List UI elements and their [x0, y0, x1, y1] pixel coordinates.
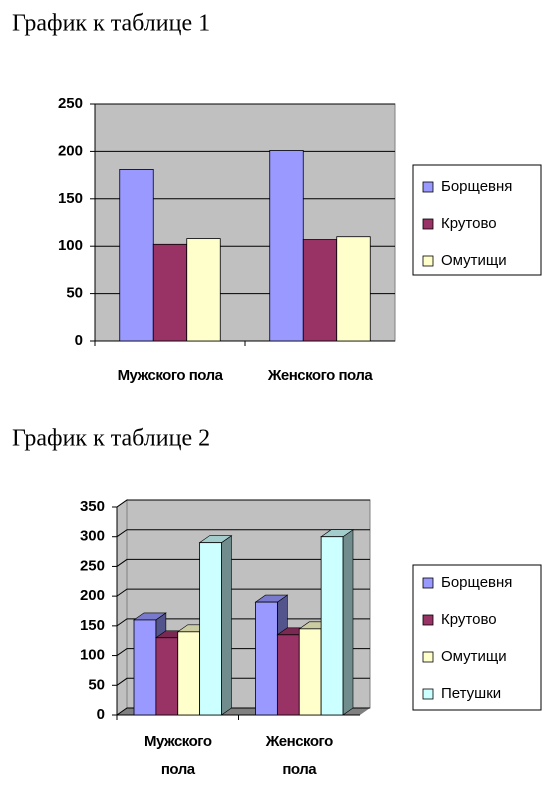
legend-label: Омутищи — [441, 648, 507, 665]
legend-label: Борщевня — [441, 574, 512, 591]
y-tick-label: 150 — [58, 190, 83, 207]
bar — [152, 243, 188, 342]
x-tick-label: Мужского пола — [117, 367, 223, 384]
bar — [320, 536, 344, 716]
bar — [298, 628, 322, 716]
legend-label: Омутищи — [441, 252, 507, 269]
legend-swatch — [422, 577, 434, 589]
bar-side — [221, 535, 232, 716]
x-tick-label: Женского пола — [265, 733, 334, 778]
legend-box — [412, 564, 542, 711]
grid-line — [116, 558, 370, 567]
bar — [302, 239, 338, 342]
bar — [276, 634, 300, 716]
legend-swatch — [422, 614, 434, 626]
category-label-box: Женского пола — [265, 733, 334, 778]
legend-swatch — [422, 218, 434, 230]
y-tick-label: 50 — [88, 676, 105, 693]
chart-title: График к таблице 2 — [12, 426, 210, 452]
bar — [199, 542, 222, 716]
y-tick-label: 50 — [66, 285, 83, 302]
y-tick-label: 300 — [80, 528, 105, 545]
chart-title: График к таблице 1 — [12, 11, 210, 37]
bar — [119, 169, 154, 342]
y-tick-label: 100 — [58, 237, 83, 254]
x-tick-label: Мужского пола — [144, 733, 212, 778]
bar — [133, 619, 157, 716]
category-label-box: Женского пола — [267, 367, 373, 384]
y-tick-label: 350 — [80, 498, 105, 515]
bar — [155, 637, 179, 716]
category-label-box: Мужского пола — [117, 367, 223, 384]
grid-line — [116, 618, 370, 627]
y-tick-label: 200 — [80, 587, 105, 604]
legend-swatch — [422, 255, 434, 267]
legend-swatch — [422, 688, 434, 700]
bar — [177, 631, 201, 716]
y-tick-label: 200 — [58, 142, 83, 159]
y-tick-label: 250 — [80, 557, 105, 574]
bar — [186, 238, 221, 342]
legend-label: Крутово — [441, 215, 497, 232]
y-tick-label: 0 — [97, 706, 105, 723]
bar — [336, 236, 371, 342]
y-tick-label: 100 — [80, 647, 105, 664]
legend-label: Борщевня — [441, 178, 512, 195]
legend-label: Петушки — [441, 685, 501, 702]
y-tick-label: 150 — [80, 617, 105, 634]
legend-box — [412, 164, 542, 276]
category-label-box: Мужского пола — [144, 733, 212, 778]
y-tick-label: 0 — [75, 332, 83, 349]
grid-line — [116, 499, 370, 508]
grid-line — [116, 529, 370, 538]
grid-line — [116, 588, 370, 597]
legend-swatch — [422, 181, 434, 193]
legend-swatch — [422, 651, 434, 663]
bar — [255, 601, 278, 716]
y-tick-label: 250 — [58, 95, 83, 112]
legend-label: Крутово — [441, 611, 497, 628]
bar-side — [342, 529, 354, 716]
x-tick-label: Женского пола — [267, 367, 373, 384]
side-wall — [116, 499, 128, 716]
bar — [269, 150, 304, 342]
